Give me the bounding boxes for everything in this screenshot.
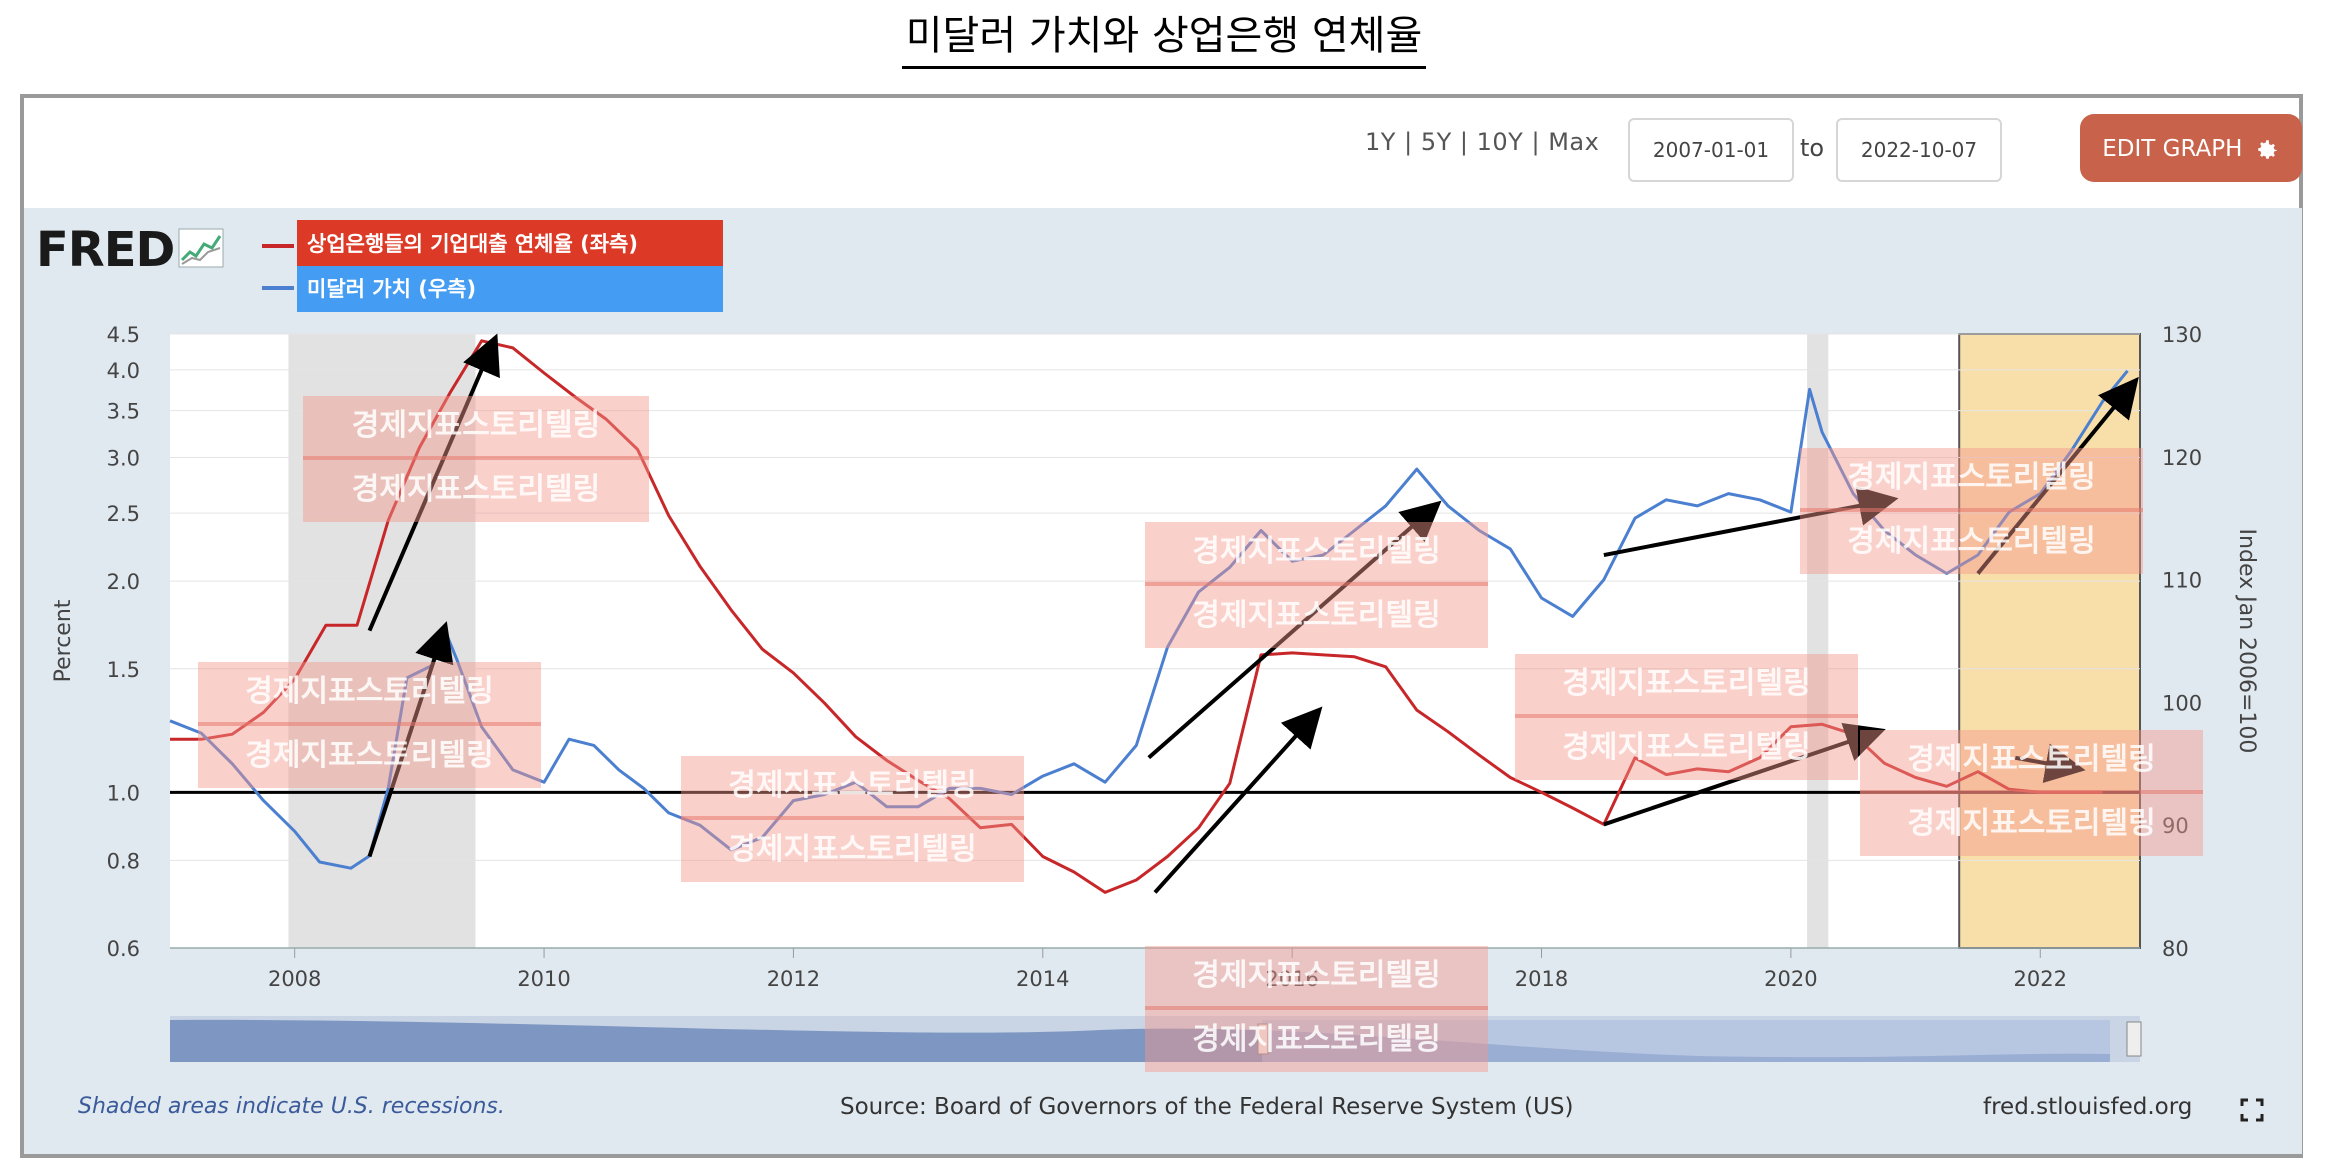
watermark: 경제지표스토리텔링 경제지표스토리텔링	[303, 396, 649, 522]
x-tick-label: 2020	[1764, 967, 1817, 991]
end-date-input[interactable]: 2022-10-07	[1836, 118, 2002, 182]
legend-red-swatch	[262, 244, 294, 248]
page-title: 미달러 가치와 상업은행 연체율	[0, 8, 2328, 69]
date-range-buttons: 1Y | 5Y | 10Y | Max	[1365, 128, 1599, 156]
trend-arrow	[367, 621, 454, 858]
range-separator: |	[1531, 128, 1541, 156]
trend-arrow	[1147, 500, 1442, 760]
highlight-region	[1958, 333, 2141, 949]
left-tick-label: 1.0	[107, 781, 140, 805]
legend-red-label: 상업은행들의 기업대출 연체율 (좌측)	[297, 220, 723, 268]
x-tick-label: 2018	[1515, 967, 1568, 991]
trend-arrow	[2014, 743, 2086, 783]
watermark: 경제지표스토리텔링 경제지표스토리텔링	[1860, 730, 2203, 856]
navigator-area	[170, 1019, 2110, 1062]
x-tick-label: 2016	[1265, 967, 1318, 991]
navigator-handle	[1257, 1023, 1269, 1055]
watermark: 경제지표스토리텔링 경제지표스토리텔링	[1515, 654, 1858, 780]
edit-graph-button[interactable]: EDIT GRAPH	[2080, 114, 2302, 182]
x-tick-label: 2008	[268, 967, 321, 991]
x-tick-label: 2012	[767, 967, 820, 991]
watermark: 경제지표스토리텔링 경제지표스토리텔링	[198, 662, 541, 788]
fred-site-link[interactable]: fred.stlouisfed.org	[1983, 1094, 2193, 1120]
right-tick-label: 130	[2162, 323, 2202, 347]
navigator-window	[1262, 1020, 2110, 1062]
legend-blue-swatch	[262, 286, 294, 290]
trend-arrow	[1603, 723, 1886, 827]
range-separator: |	[1459, 128, 1469, 156]
x-tick-label: 2014	[1016, 967, 1069, 991]
x-tick-label: 2022	[2014, 967, 2067, 991]
recession-note: Shaded areas indicate U.S. recessions.	[78, 1094, 505, 1119]
range-10y-button[interactable]: 10Y	[1476, 128, 1524, 156]
range-5y-button[interactable]: 5Y	[1420, 128, 1452, 156]
range-separator: |	[1404, 128, 1413, 156]
gear-icon	[2257, 139, 2277, 159]
range-max-button[interactable]: Max	[1548, 128, 1600, 156]
navigator-handle	[2126, 1021, 2142, 1057]
to-label: to	[1800, 134, 1825, 162]
right-tick-label: 110	[2162, 569, 2202, 593]
range-1y-button[interactable]: 1Y	[1365, 128, 1396, 156]
right-axis-title: Index Jan 2006=100	[2234, 529, 2259, 754]
left-axis-title: Percent	[51, 599, 76, 682]
watermark: 경제지표스토리텔링 경제지표스토리텔링	[1145, 522, 1488, 648]
right-tick-label: 90	[2162, 814, 2189, 838]
trend-arrow	[1153, 706, 1323, 894]
legend-blue-label: 미달러 가치 (우측)	[297, 266, 723, 312]
right-tick-label: 80	[2162, 937, 2189, 961]
left-tick-label: 2.5	[107, 502, 140, 526]
fred-logo: FRED	[36, 222, 224, 278]
right-tick-label: 100	[2162, 691, 2202, 715]
x-tick-label: 2010	[517, 967, 570, 991]
left-tick-label: 3.0	[107, 447, 140, 471]
watermark: 경제지표스토리텔링 경제지표스토리텔링	[681, 756, 1024, 882]
watermark: 경제지표스토리텔링 경제지표스토리텔링	[1145, 946, 1488, 1072]
recession-band	[1807, 334, 1829, 948]
edit-graph-label: EDIT GRAPH	[2102, 136, 2243, 162]
left-tick-label: 4.5	[107, 323, 140, 347]
start-date-input[interactable]: 2007-01-01	[1628, 118, 1794, 182]
trend-arrow	[1976, 376, 2139, 575]
trend-arrow	[367, 333, 500, 632]
left-tick-label: 2.0	[107, 570, 140, 594]
left-tick-label: 1.5	[107, 658, 140, 682]
right-tick-label: 120	[2162, 446, 2202, 470]
fred-chart-icon	[178, 228, 224, 268]
watermark: 경제지표스토리텔링 경제지표스토리텔링	[1800, 448, 2143, 574]
left-tick-label: 4.0	[107, 359, 140, 383]
left-tick-label: 0.8	[107, 849, 140, 873]
left-tick-label: 3.5	[107, 400, 140, 424]
fullscreen-icon[interactable]	[2240, 1098, 2264, 1122]
source-note: Source: Board of Governors of the Federa…	[840, 1094, 1574, 1120]
left-tick-label: 0.6	[107, 937, 140, 961]
